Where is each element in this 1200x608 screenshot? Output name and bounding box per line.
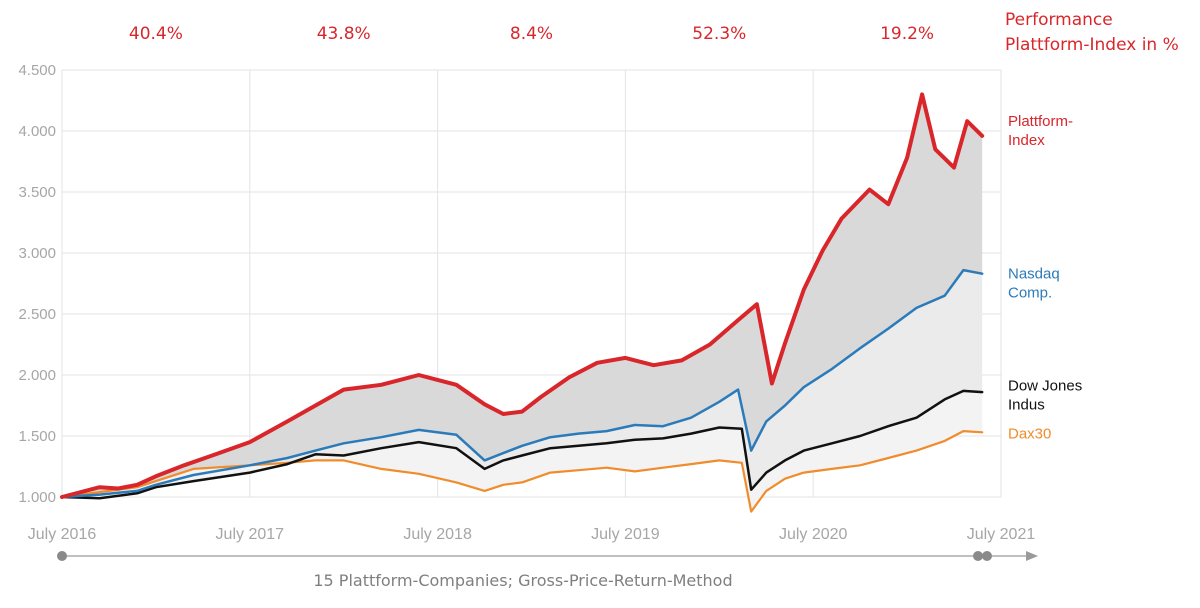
performance-labels: 40.4% 43.8% 8.4% 52.3% 19.2% <box>129 24 934 44</box>
series-line-nasdaq-comp- <box>60 268 984 499</box>
x-tick-label: July 2020 <box>779 526 848 543</box>
y-tick-label: 4.000 <box>18 123 56 140</box>
y-tick-label: 2.000 <box>18 367 56 384</box>
series-lines <box>60 92 985 513</box>
legend-label: Dax30 <box>1008 426 1051 443</box>
performance-label: 19.2% <box>880 24 934 44</box>
y-tick-label: 3.000 <box>18 245 56 262</box>
x-tick-label: July 2016 <box>28 526 97 543</box>
legend-label: Index <box>1008 132 1045 149</box>
legend-label: Nasdaq <box>1008 266 1060 283</box>
timeline-marker <box>57 551 67 561</box>
series-line-plattform-index <box>60 92 985 499</box>
y-tick-label: 2.500 <box>18 306 56 323</box>
timeline-marker <box>973 551 983 561</box>
x-tick-label: July 2018 <box>403 526 472 543</box>
performance-title-line-1: Performance <box>1005 10 1113 30</box>
x-tick-label: July 2019 <box>591 526 660 543</box>
band-1 <box>62 270 983 499</box>
band-0 <box>62 94 983 498</box>
legend-label: Indus <box>1008 397 1045 414</box>
timeline-axis <box>57 551 1038 561</box>
series-line-dow-jones-indus <box>60 389 984 500</box>
y-tick-label: 3.500 <box>18 184 56 201</box>
series-bands <box>62 94 983 512</box>
footnote: 15 Plattform-Companies; Gross-Price-Retu… <box>313 571 732 590</box>
legend-label: Comp. <box>1008 285 1052 302</box>
performance-title-line-2: Plattform-Index in % <box>1005 35 1179 55</box>
x-axis-ticks: July 2016 July 2017 July 2018 July 2019 July… <box>28 526 1036 543</box>
y-axis-ticks: 1.000 1.500 2.000 2.500 3.000 3.500 4.000 4.500 <box>18 62 56 506</box>
y-tick-label: 4.500 <box>18 62 56 79</box>
performance-label: 52.3% <box>692 24 746 44</box>
performance-label: 40.4% <box>129 24 183 44</box>
legend-label: Plattform- <box>1008 113 1073 130</box>
series-line-dax30 <box>60 430 984 513</box>
y-tick-label: 1.500 <box>18 428 56 445</box>
x-tick-label: July 2021 <box>967 526 1036 543</box>
y-tick-label: 1.000 <box>18 489 56 506</box>
timeline-marker <box>982 551 992 561</box>
legend-label: Dow Jones <box>1008 378 1082 395</box>
legend: Plattform- Index Nasdaq Comp. Dow Jones Indus… <box>1008 113 1082 443</box>
performance-label: 8.4% <box>510 24 553 44</box>
timeline-arrowhead <box>1026 551 1038 561</box>
performance-label: 43.8% <box>317 24 371 44</box>
x-tick-label: July 2017 <box>216 526 285 543</box>
